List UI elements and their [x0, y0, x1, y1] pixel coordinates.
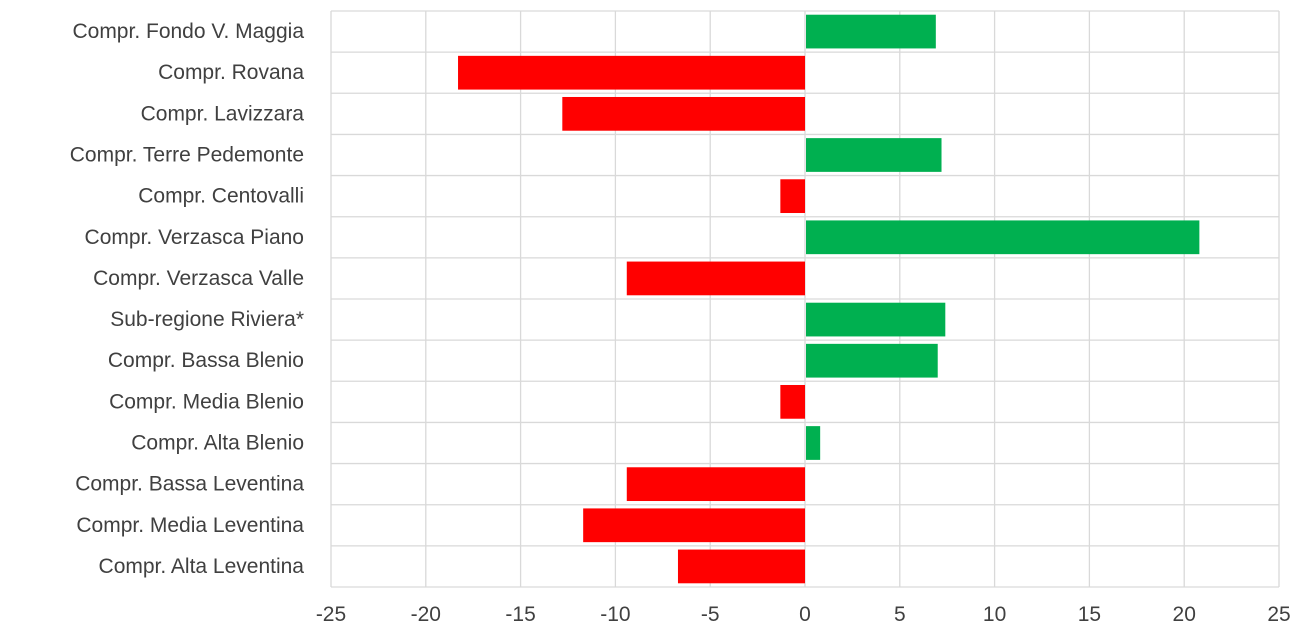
category-label: Compr. Media Leventina: [76, 514, 304, 537]
category-labels: Compr. Fondo V. Maggia Compr. Rovana Compr…: [70, 20, 305, 578]
category-label: Compr. Bassa Leventina: [75, 473, 304, 496]
x-tick-label: 25: [1267, 603, 1290, 626]
bar: [677, 549, 805, 584]
category-label: Compr. Alta Blenio: [131, 432, 304, 455]
bar: [458, 55, 805, 90]
x-tick-label: -10: [600, 603, 630, 626]
x-tick-label: -15: [505, 603, 535, 626]
category-label: Compr. Terre Pedemonte: [70, 144, 304, 167]
x-tick-label: 0: [799, 603, 811, 626]
x-axis-tick-labels: -25 -20 -15 -10 -5 0 5 10 15 20 25: [316, 603, 1291, 626]
bar: [626, 261, 805, 296]
bar: [780, 179, 805, 214]
bar: [806, 343, 938, 378]
category-label: Compr. Verzasca Piano: [85, 226, 304, 249]
bar: [806, 302, 946, 337]
bar: [583, 508, 805, 543]
category-label: Compr. Bassa Blenio: [108, 349, 304, 372]
category-label: Compr. Rovana: [158, 61, 304, 84]
bar: [806, 220, 1200, 255]
bar: [626, 467, 805, 502]
bar: [806, 426, 821, 460]
category-label: Sub-regione Riviera*: [110, 308, 304, 331]
x-tick-label: 5: [894, 603, 906, 626]
category-label: Compr. Fondo V. Maggia: [72, 20, 304, 43]
x-tick-label: 15: [1078, 603, 1101, 626]
x-tick-label: -25: [316, 603, 346, 626]
bar: [780, 384, 805, 419]
x-tick-label: -5: [701, 603, 720, 626]
x-tick-label: 20: [1173, 603, 1196, 626]
x-tick-label: -20: [411, 603, 441, 626]
category-label: Compr. Media Blenio: [109, 390, 304, 413]
category-label: Compr. Lavizzara: [141, 102, 305, 125]
category-label: Compr. Verzasca Valle: [93, 267, 304, 290]
x-tick-label: 10: [983, 603, 1006, 626]
category-label: Compr. Alta Leventina: [99, 555, 305, 578]
bars: [458, 14, 1200, 584]
category-label: Compr. Centovalli: [138, 185, 304, 208]
bar: [806, 14, 936, 49]
bar: [562, 96, 805, 131]
bar: [806, 138, 942, 172]
